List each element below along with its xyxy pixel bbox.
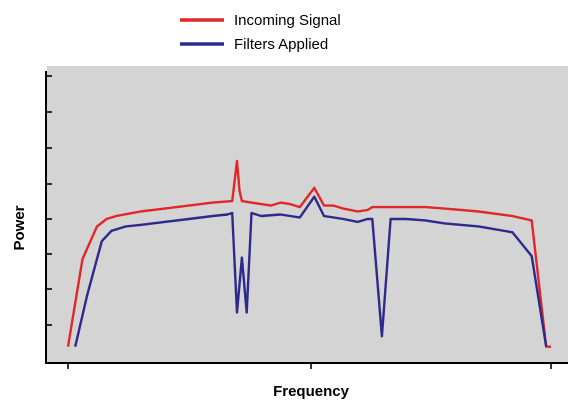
x-axis-label: Frequency [273,383,350,400]
plot-area [47,66,568,363]
axes [45,71,568,369]
series-group [66,159,551,348]
series-line-filters-applied [74,195,548,347]
series-line-incoming-signal [66,159,551,348]
legend-label: Incoming Signal [234,12,341,29]
legend: Incoming Signal Filters Applied [180,12,341,53]
legend-label: Filters Applied [234,36,328,53]
y-axis-label: Power [11,205,28,250]
